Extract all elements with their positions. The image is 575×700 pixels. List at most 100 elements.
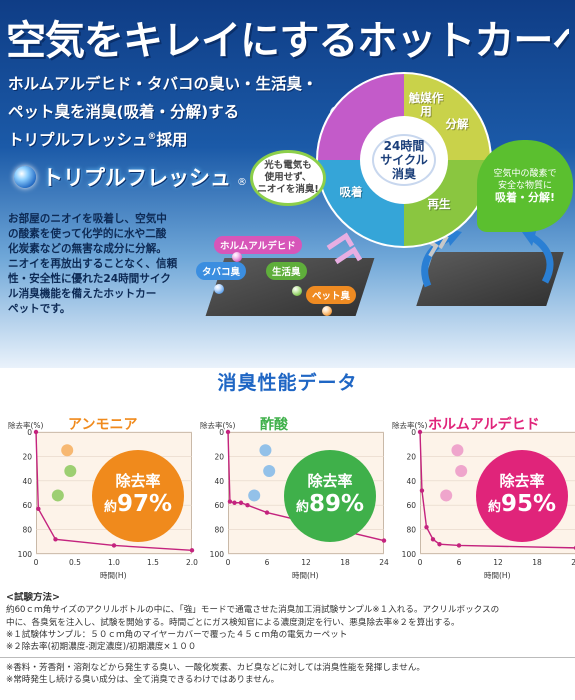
cycle-wheel: 24時間 サイクル 消臭 触媒作用 分解 再生 吸着: [314, 70, 494, 250]
bubble-left-line: 使用せず、: [264, 172, 312, 183]
arrow-head-right-icon: [522, 228, 537, 246]
x-tick-label: 24: [571, 558, 575, 567]
removal-rate-prefix: 約: [103, 500, 117, 515]
x-tick-label: 18: [532, 558, 542, 567]
removal-rate-number: 97: [116, 491, 149, 517]
y-tick-label: 0: [411, 428, 416, 437]
description-line: の酸素を使って化学的に水や二酸: [8, 228, 167, 240]
decorative-bubble: [259, 444, 272, 457]
x-tick-label: 12: [493, 558, 503, 567]
brand-reg-mark: ®: [237, 177, 247, 188]
decorative-bubble: [64, 465, 77, 478]
y-tick-label: 80: [22, 526, 32, 535]
globe-icon: [14, 166, 36, 188]
chevron-up-icon: [334, 246, 363, 265]
x-tick-label: 2.0: [186, 558, 198, 567]
y-tick-label: 60: [214, 501, 224, 510]
chart-panel: ホルムアルデヒド除去率(%)02040608010006121824時間(H)除…: [392, 400, 575, 586]
bubble-left-line: ニオイを消臭!: [257, 184, 319, 195]
disclaimer-notes: ※香料・芳香剤・溶剤などから発生する臭い、一酸化炭素、カビ臭などに対しては消臭性…: [6, 662, 571, 687]
removal-rate-number: 89: [308, 491, 341, 517]
x-axis-label: 時間(H): [292, 571, 319, 580]
y-tick-label: 20: [214, 452, 224, 461]
removal-rate-value: 約97%: [104, 491, 172, 521]
description-line: ニオイを再放出することなく、信頼: [8, 258, 178, 270]
odor-tag-formaldehyde: ホルムアルデヒド: [214, 236, 302, 254]
notes-heading: <試験方法>: [6, 592, 60, 603]
odor-particle: [322, 306, 332, 316]
bubble-left-line: 光も電気も: [264, 160, 312, 171]
cycle-label-adsorb: 吸着: [339, 185, 363, 199]
odor-particle: [292, 286, 302, 296]
y-tick-label: 80: [406, 526, 416, 535]
x-axis-label: 時間(H): [100, 571, 127, 580]
notes-line: 約60ｃｍ角サイズのアクリルボトルの中に、「強」モードで通電させた消臭加工消試験…: [6, 605, 500, 616]
x-tick-label: 18: [340, 558, 350, 567]
bubble-right-line: 安全な物質に: [497, 181, 552, 191]
disclaimer-line: ※香料・芳香剤・溶剤などから発生する臭い、一酸化炭素、カビ臭などに対しては消臭性…: [6, 663, 426, 673]
lead-brand: トリプルフレッシュ: [8, 131, 148, 149]
y-tick-label: 100: [18, 550, 33, 559]
y-tick-label: 40: [406, 477, 416, 486]
x-tick-label: 0: [226, 558, 231, 567]
odor-tag-pet: ペット臭: [306, 286, 357, 304]
data-point: [225, 429, 231, 435]
decorative-bubble: [51, 489, 64, 502]
data-point: [437, 542, 442, 547]
decorative-bubble: [451, 444, 464, 457]
removal-rate-label: 除去率: [307, 472, 353, 490]
odor-tag-tobacco: タバコ臭: [196, 262, 247, 280]
odor-particle: [214, 284, 224, 294]
data-point: [381, 538, 387, 543]
x-tick-label: 0: [418, 558, 423, 567]
notes-line: ※２除去率(初期濃度-測定濃度)/初期濃度×１００: [6, 642, 197, 653]
odor-particle: [232, 252, 242, 262]
test-method-notes: <試験方法> 約60ｃｍ角サイズのアクリルボトルの中に、「強」モードで通電させた…: [6, 592, 571, 653]
cycle-center-line: サイクル: [380, 153, 428, 167]
removal-rate-badge: 除去率 約89%: [284, 450, 376, 542]
chart-title: ホルムアルデヒド: [428, 417, 540, 433]
removal-rate-label: 除去率: [499, 472, 545, 490]
y-axis-label: 除去率(%): [392, 421, 428, 430]
x-tick-label: 1.5: [147, 558, 159, 567]
odor-tag-living: 生活臭: [266, 262, 307, 280]
data-point: [264, 510, 270, 515]
cycle-center-line: 24時間: [383, 139, 425, 153]
notes-line: 中に、各臭気を注入し、試験を開始する。時間ごとにガス検知官による濃度測定を行い、…: [6, 617, 460, 628]
description-line: ル消臭機能を備えたホットカー: [8, 288, 157, 300]
product-description: お部屋のニオイを吸着し、空気中 の酸素を使って化学的に水や二酸 化炭素などの無害…: [8, 212, 198, 317]
x-tick-label: 12: [301, 558, 311, 567]
decorative-bubble: [248, 489, 261, 502]
removal-rate-prefix: 約: [487, 500, 501, 515]
data-point: [189, 548, 195, 553]
removal-rate-prefix: 約: [295, 500, 309, 515]
bubble-oxygen: 空気中の酸素で 安全な物質に 吸着・分解!: [477, 140, 573, 232]
removal-rate-badge: 除去率 約95%: [476, 450, 568, 542]
x-tick-label: 24: [379, 558, 389, 567]
data-point: [417, 429, 423, 435]
decorative-bubble: [455, 465, 468, 478]
y-tick-label: 80: [214, 526, 224, 535]
headline: 空気をキレイにするホットカーペット: [6, 18, 569, 64]
bubble-right-line: 空気中の酸素で: [493, 169, 557, 179]
brand-name: トリプルフレッシュ: [42, 166, 231, 190]
x-tick-label: 6: [265, 558, 270, 567]
y-tick-label: 100: [402, 550, 417, 559]
description-line: お部屋のニオイを吸着し、空気中: [8, 213, 167, 225]
decorative-bubble: [263, 465, 276, 478]
cycle-label-regenerate: 再生: [427, 197, 451, 211]
data-point: [238, 500, 244, 505]
data-point: [456, 543, 462, 548]
cycle-center-line: 消臭: [391, 167, 416, 181]
disclaimer-line: ※常時発生し続ける臭い成分は、全て消臭できるわけではありません。: [6, 675, 280, 686]
x-tick-label: 1.0: [108, 558, 120, 567]
data-point: [424, 524, 429, 530]
data-point: [53, 537, 58, 542]
decorative-bubble: [440, 489, 453, 502]
chevron-up-icon: [326, 232, 355, 251]
y-tick-label: 20: [406, 452, 416, 461]
cycle-center: 24時間 サイクル 消臭: [372, 134, 436, 186]
arrow-up-right-icon: [528, 232, 554, 284]
lead-line-1: ホルムアルデヒド・タバコの臭い・生活臭・: [8, 75, 318, 93]
